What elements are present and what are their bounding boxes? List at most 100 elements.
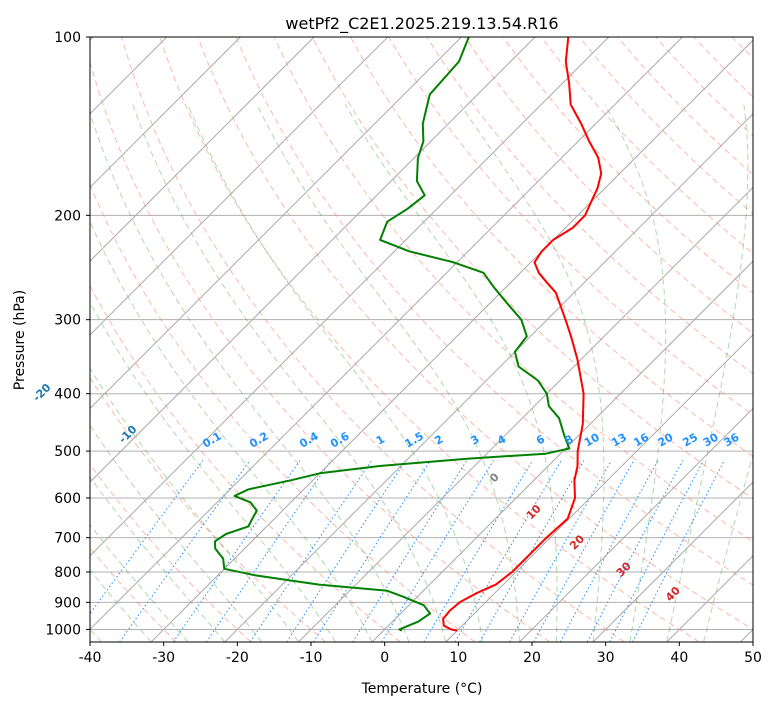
- isotherm-line: [371, 260, 753, 642]
- y-tick-label: 700: [54, 531, 81, 547]
- moist-adiabat-label: 40: [663, 584, 683, 604]
- mixing-ratio-label: 25: [680, 431, 700, 450]
- moist-adiabat-line: [90, 367, 299, 642]
- mixing-ratio-label: 0.2: [247, 430, 270, 451]
- moist-adiabat-line: [90, 424, 262, 642]
- y-axis-label: Pressure (hPa): [12, 290, 28, 390]
- dry-adiabat-line: [90, 376, 327, 642]
- dry-adiabat-line: [197, 37, 753, 630]
- mixing-ratio-line: [90, 460, 204, 615]
- isotherm-line: [298, 186, 753, 642]
- isotherm-line: [90, 37, 315, 262]
- sounding-profiles: [214, 37, 603, 632]
- dry-adiabat-line: [579, 37, 753, 215]
- y-tick-label: 1000: [45, 622, 81, 638]
- dry-adiabat-line: [90, 284, 401, 642]
- moist-adiabat-line: [604, 104, 667, 642]
- x-tick-label: -40: [79, 650, 102, 666]
- mixing-ratio-line: [381, 460, 494, 642]
- mixing-ratio-label: 3: [469, 433, 482, 448]
- mixing-ratio-line: [454, 460, 562, 642]
- x-tick-label: -10: [300, 650, 323, 666]
- chart-title: wetPf2_C2E1.2025.219.13.54.R16: [285, 14, 558, 34]
- moist-adiabat-line: [132, 104, 447, 642]
- mixing-ratio-line: [313, 460, 431, 642]
- grid-layer: [90, 37, 753, 630]
- x-tick-label: 20: [523, 650, 541, 666]
- isotherm-line: [90, 37, 389, 336]
- y-tick-label: 100: [54, 30, 81, 46]
- dry-adiabat-line: [235, 37, 753, 586]
- dry-adiabat-line: [159, 37, 700, 642]
- mixing-ratio-line: [205, 460, 332, 642]
- moist-adiabat-line: [90, 524, 189, 642]
- x-tick-label: 10: [449, 650, 467, 666]
- x-tick-label: -20: [226, 650, 249, 666]
- isotherm-line: [666, 555, 753, 642]
- mixing-ratio-line: [286, 460, 407, 642]
- isotherm-line: [224, 113, 753, 642]
- dry-adiabat-line: [502, 37, 753, 294]
- dry-adiabat-label: -20: [30, 381, 53, 404]
- isotherm-line: [90, 37, 610, 557]
- isotherm-line: [519, 407, 753, 642]
- moist-adiabat-line: [666, 104, 749, 642]
- mixing-ratio-label: 1: [374, 433, 387, 448]
- mixing-ratio-label: 16: [631, 430, 651, 449]
- moist-adiabat-line: [90, 220, 373, 642]
- x-axis-label: Temperature (°C): [361, 681, 483, 697]
- moist-adiabat-line: [459, 104, 605, 642]
- isotherm-line: [150, 39, 753, 642]
- mixing-ratio-line: [479, 460, 585, 642]
- y-tick-label: 400: [54, 387, 81, 403]
- isotherm-line: [90, 37, 536, 483]
- x-tick-label: -30: [152, 650, 175, 666]
- y-tick-label: 900: [54, 595, 81, 611]
- mixing-ratio-label: 6: [534, 432, 547, 447]
- plot-frame: [89, 36, 754, 643]
- moist-adiabat-line: [187, 104, 484, 642]
- mixing-ratio-line: [352, 460, 468, 642]
- dry-adiabat-line: [464, 37, 753, 334]
- y-tick-label: 500: [54, 444, 81, 460]
- dry-adiabat-line: [90, 60, 551, 642]
- dry-adiabat-line: [90, 183, 476, 642]
- y-tick-label: 800: [54, 565, 81, 581]
- mixing-ratio-lines: [90, 460, 725, 642]
- dry-adiabat-line: [311, 37, 753, 500]
- mixing-ratio-label: 0.4: [297, 429, 321, 450]
- y-tick-label: 300: [54, 313, 81, 329]
- dry-adiabat-line: [770, 37, 775, 642]
- isotherm-line: [90, 37, 241, 189]
- moist-adiabat-label: 30: [614, 559, 634, 579]
- dewpoint-profile-line: [214, 37, 571, 632]
- mixing-ratio-line: [509, 460, 612, 642]
- x-tick-label: 30: [597, 650, 615, 666]
- temperature-profile-line: [442, 37, 603, 632]
- mixing-ratio-label: 10: [582, 430, 602, 449]
- isotherm-line: [445, 334, 753, 642]
- mixing-ratio-line: [172, 460, 301, 642]
- mixing-ratio-label: 0.6: [328, 429, 352, 450]
- mixing-ratio-label: 36: [722, 430, 742, 449]
- moist-adiabat-line: [90, 569, 152, 642]
- mixing-ratio-label: 2: [432, 433, 445, 448]
- mixing-ratio-label: 0.1: [200, 430, 223, 451]
- dry-adiabat-line: [617, 37, 753, 176]
- mixing-ratio-label: 30: [701, 430, 721, 449]
- mixing-ratio-line: [533, 460, 635, 642]
- y-tick-label: 200: [54, 208, 81, 224]
- moist-adiabats: [90, 104, 753, 642]
- dry-adiabat-line: [655, 37, 753, 137]
- dry-adiabat-label: -10: [116, 422, 139, 445]
- mixing-ratio-line: [249, 460, 373, 642]
- moist-adiabat-line: [90, 111, 410, 642]
- y-axis: 100 200 300 400 500 600 700 800 900 1000: [45, 30, 90, 638]
- mixing-ratio-label: 20: [656, 430, 676, 449]
- dry-adiabat-line: [90, 463, 252, 642]
- moist-adiabat-label: 0: [487, 470, 502, 485]
- y-tick-label: 600: [54, 491, 81, 507]
- x-tick-label: 50: [744, 650, 762, 666]
- moist-adiabat-line: [344, 104, 558, 642]
- x-tick-label: 40: [670, 650, 688, 666]
